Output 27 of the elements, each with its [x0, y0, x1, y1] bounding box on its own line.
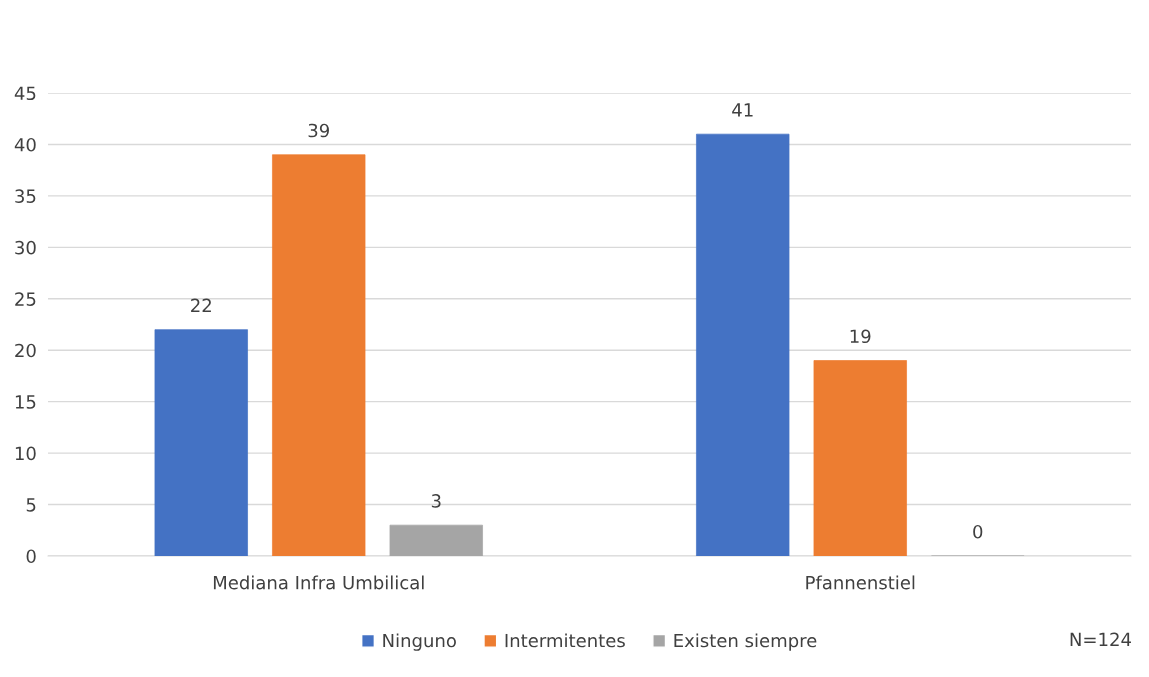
- bar: [389, 524, 483, 556]
- bar: [272, 154, 366, 556]
- bar: [813, 360, 907, 556]
- y-tick-label: 20: [15, 343, 36, 358]
- y-tick-label: 0: [26, 549, 36, 564]
- y-tick-label: 10: [15, 446, 36, 461]
- data-label: 3: [431, 494, 441, 508]
- y-tick-label: 35: [15, 189, 36, 204]
- legend-label: Existen siempre: [674, 633, 817, 651]
- x-tick-label: Pfannenstiel: [806, 575, 915, 590]
- y-tick-label: 15: [15, 395, 36, 409]
- legend-label: Intermitentes: [505, 633, 625, 648]
- y-tick-label: 40: [14, 137, 36, 152]
- y-tick-label: 30: [15, 240, 36, 255]
- data-label: 41: [732, 103, 753, 117]
- y-tick-label: 25: [15, 292, 36, 306]
- data-label: 0: [973, 524, 983, 539]
- bar: [154, 329, 248, 556]
- data-label: 22: [191, 298, 211, 312]
- y-tick-label: 5: [26, 498, 36, 512]
- text: N=124: [1070, 632, 1131, 646]
- y-tick-label: 45: [14, 86, 36, 101]
- bar: [696, 133, 790, 556]
- x-tick-label: Mediana Infra Umbilical: [213, 575, 424, 590]
- data-label: 19: [850, 329, 871, 344]
- legend-label: Ninguno: [383, 633, 456, 651]
- data-label: 39: [308, 123, 329, 138]
